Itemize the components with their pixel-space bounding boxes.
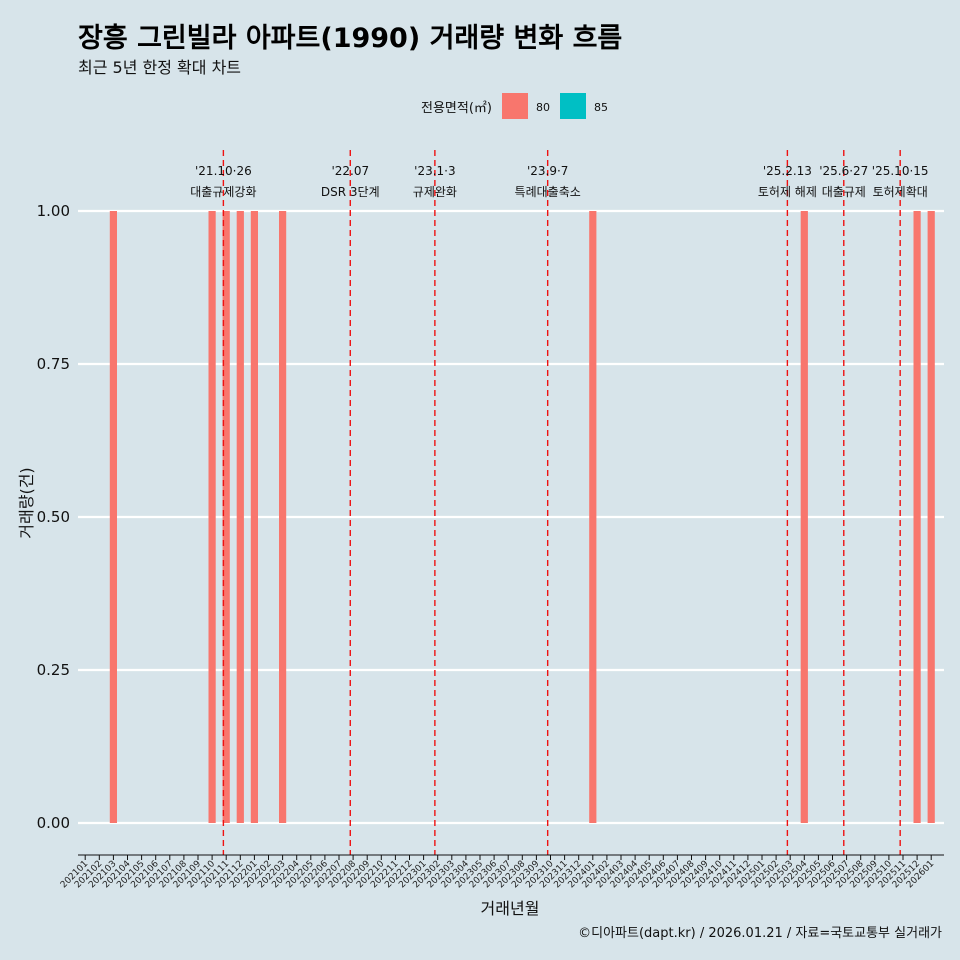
- event-text-label: 규제완화: [413, 185, 457, 199]
- y-tick-label: 0.25: [37, 661, 70, 679]
- bar-80-202203: [279, 211, 287, 823]
- y-tick-label: 0.50: [37, 508, 70, 526]
- bar-80-202401: [589, 211, 597, 823]
- event-date-label: '25.2.13: [763, 164, 812, 178]
- legend: 전용면적(㎡) 80 85: [421, 93, 608, 119]
- event-text-label: 토허제확대: [873, 185, 928, 199]
- bar-80-202110: [208, 211, 216, 823]
- bar-80-202601: [927, 211, 935, 823]
- bar-80-202103: [109, 211, 117, 823]
- x-axis-label: 거래년월: [481, 899, 540, 918]
- event-date-label: '23.9·7: [527, 164, 568, 178]
- y-tick-label: 0.75: [37, 355, 70, 373]
- legend-label-80: 80: [536, 101, 550, 114]
- legend-swatch-85: [560, 93, 586, 119]
- y-axis: 0.00 0.25 0.50 0.75 1.00: [37, 202, 70, 832]
- bar-80-202201: [250, 211, 258, 823]
- event-text-label: 대출규제: [822, 185, 866, 199]
- y-tick-label: 0.00: [37, 814, 70, 832]
- event-date-label: '25.10·15: [872, 164, 929, 178]
- chart-caption: ©디아파트(dapt.kr) / 2026.01.21 / 자료=국토교통부 실…: [578, 926, 942, 941]
- legend-swatch-80: [502, 93, 528, 119]
- chart-subtitle: 최근 5년 한정 확대 차트: [78, 58, 242, 77]
- legend-label-85: 85: [594, 101, 608, 114]
- legend-title: 전용면적(㎡): [421, 101, 492, 116]
- bar-80-202512: [913, 211, 921, 823]
- event-text-label: 특례대출축소: [515, 185, 581, 199]
- x-axis: 2021012021022021032021042021052021062021…: [59, 854, 944, 890]
- y-axis-label: 거래량(건): [17, 467, 36, 538]
- bars: [109, 211, 935, 823]
- y-tick-label: 1.00: [37, 202, 70, 220]
- event-date-label: '21.10·26: [195, 164, 252, 178]
- event-text-label: DSR 3단계: [321, 185, 380, 199]
- bar-80-202111: [222, 211, 230, 823]
- event-text-label: 대출규제강화: [190, 185, 256, 199]
- event-lines: '21.10·26 대출규제강화 '22.07 DSR 3단계 '23.1·3 규제완화 '…: [190, 150, 929, 855]
- event-text-label: 토허제 해제: [758, 185, 817, 199]
- bar-80-202112: [236, 211, 244, 823]
- event-date-label: '23.1·3: [414, 164, 455, 178]
- chart-title: 장흥 그린빌라 아파트(1990) 거래량 변화 흐름: [78, 23, 623, 54]
- bar-80-202504: [800, 211, 808, 823]
- gridlines: [78, 209, 944, 825]
- event-date-label: '25.6·27: [819, 164, 868, 178]
- event-date-label: '22.07: [331, 164, 369, 178]
